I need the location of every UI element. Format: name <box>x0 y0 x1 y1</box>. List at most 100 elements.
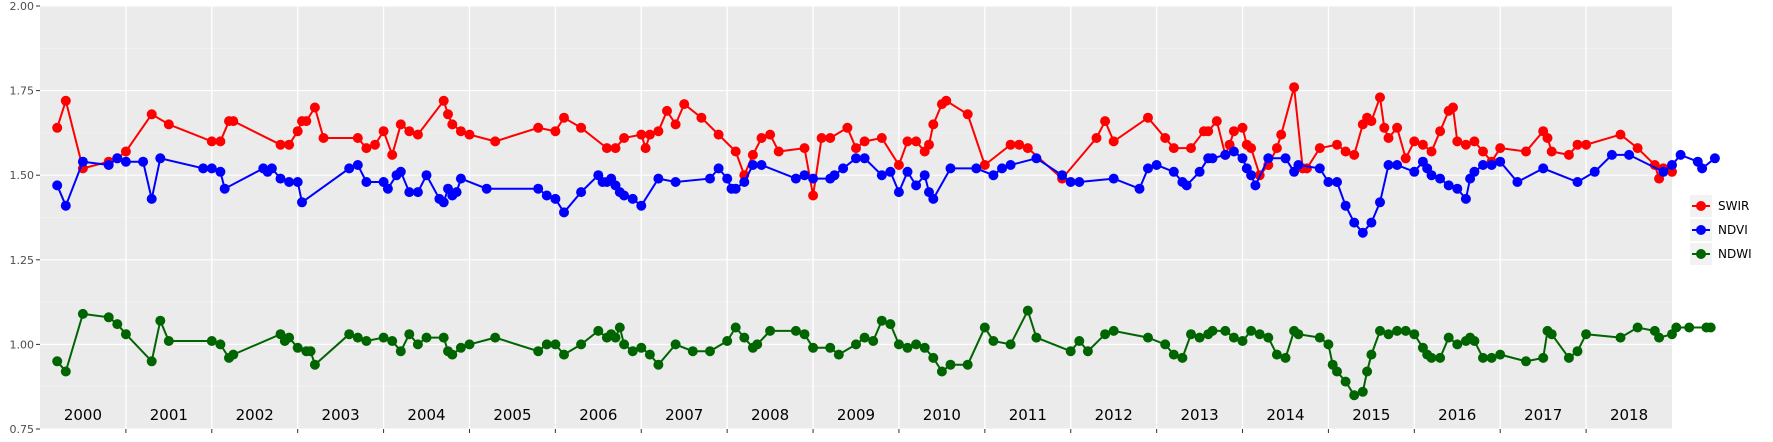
ndvi-point <box>928 193 939 204</box>
ndvi-point <box>739 177 750 187</box>
swir-point <box>1546 146 1557 157</box>
ndvi-point <box>138 156 149 167</box>
ndwi-point <box>533 346 544 357</box>
swir-point <box>412 129 423 140</box>
ndvi-point <box>799 170 810 181</box>
ndvi-point <box>876 170 887 181</box>
swir-point <box>1237 122 1248 133</box>
ndwi-point <box>752 339 763 350</box>
ndvi-point <box>1207 153 1218 164</box>
ndwi-point <box>885 319 896 330</box>
ndvi-point <box>412 187 423 198</box>
ndvi-point <box>1426 170 1437 181</box>
ndvi-point <box>851 153 861 164</box>
ndvi-point <box>344 163 355 174</box>
ndvi-point <box>1323 177 1334 187</box>
year-label: 2008 <box>751 406 789 424</box>
ndwi-point <box>412 339 423 350</box>
ndwi-point <box>421 332 432 343</box>
ndvi-point <box>1108 173 1119 184</box>
ndvi-point <box>829 170 840 181</box>
legend: SWIR NDVI NDWI <box>1690 195 1752 265</box>
ndvi-point <box>284 177 295 187</box>
swir-point <box>1168 143 1179 154</box>
ndwi-point <box>361 336 372 346</box>
ndvi-point <box>1332 177 1342 187</box>
ndvi-point <box>1675 149 1686 160</box>
swir-point <box>601 143 612 154</box>
swir-point <box>464 129 475 140</box>
ndwi-point <box>1168 349 1179 360</box>
ndwi-point <box>1031 332 1042 343</box>
ndvi-point <box>1366 217 1377 228</box>
ndwi-point <box>404 329 415 340</box>
ndwi-point <box>455 342 466 353</box>
year-label: 2017 <box>1524 406 1562 424</box>
ndwi-point <box>155 315 166 326</box>
swir-point <box>842 122 853 133</box>
swir-point <box>1340 146 1351 157</box>
ndvi-point <box>266 163 277 174</box>
swir-point <box>962 109 973 120</box>
ndvi-point <box>1220 149 1231 160</box>
ndwi-point <box>228 349 239 360</box>
swir-point <box>576 122 587 133</box>
swir-point <box>730 146 741 157</box>
ndwi-point <box>1495 349 1506 360</box>
ndwi-point <box>627 346 638 357</box>
ndwi-point <box>614 322 625 333</box>
ndwi-point <box>1615 332 1626 343</box>
ndwi-point <box>945 359 956 370</box>
swir-point <box>284 139 295 150</box>
swir-point <box>941 95 952 106</box>
ndvi-point <box>838 163 849 174</box>
ndwi-point <box>619 339 630 350</box>
ndvi-point <box>219 183 230 194</box>
ndwi-point <box>1228 332 1239 343</box>
year-label: 2007 <box>665 406 703 424</box>
swir-point <box>1495 143 1506 154</box>
swir-point <box>1469 136 1480 147</box>
ndwi-point <box>1254 329 1265 340</box>
ndwi-point <box>962 359 973 370</box>
swir-point <box>292 126 303 137</box>
ndvi-point <box>790 173 801 184</box>
ndwi-point <box>825 342 836 353</box>
ndvi-point <box>1134 183 1145 194</box>
ndvi-point <box>533 183 544 194</box>
swir-point <box>1014 139 1025 150</box>
swir-point <box>438 95 449 106</box>
ndwi-point <box>1546 329 1557 340</box>
swir-point <box>387 149 398 160</box>
ndvi-point <box>911 180 922 191</box>
ndvi-point <box>1280 153 1291 164</box>
ndwi-point <box>378 332 389 343</box>
ndwi-point <box>687 346 698 357</box>
ndvi-point <box>705 173 715 184</box>
ndvi-point <box>1443 180 1454 191</box>
legend-marker <box>1696 249 1706 259</box>
swir-point <box>404 126 415 137</box>
ndwi-point <box>1392 325 1403 336</box>
ndwi-point <box>1671 322 1682 333</box>
ndvi-point <box>653 173 664 184</box>
ndwi-point <box>799 329 810 340</box>
y-axis: 0.75 1.00 1.25 1.50 1.75 2.00 <box>10 0 40 436</box>
ndwi-point <box>790 325 801 336</box>
ndwi-point <box>1435 352 1446 363</box>
swir-point <box>490 136 501 147</box>
ndvi-point <box>722 173 733 184</box>
ndwi-point <box>1357 386 1368 397</box>
swir-point <box>653 126 664 137</box>
ndwi-point <box>893 339 904 350</box>
swir-point <box>163 119 174 130</box>
ndwi-point <box>730 322 741 333</box>
ndwi-point <box>541 339 552 350</box>
ndvi-point <box>103 160 114 170</box>
y-tick-label: 1.25 <box>10 254 35 267</box>
year-label: 2004 <box>407 406 445 424</box>
ndwi-point <box>387 336 398 346</box>
ndwi-point <box>851 339 861 350</box>
swir-point <box>215 136 226 147</box>
ndvi-point <box>902 166 913 177</box>
